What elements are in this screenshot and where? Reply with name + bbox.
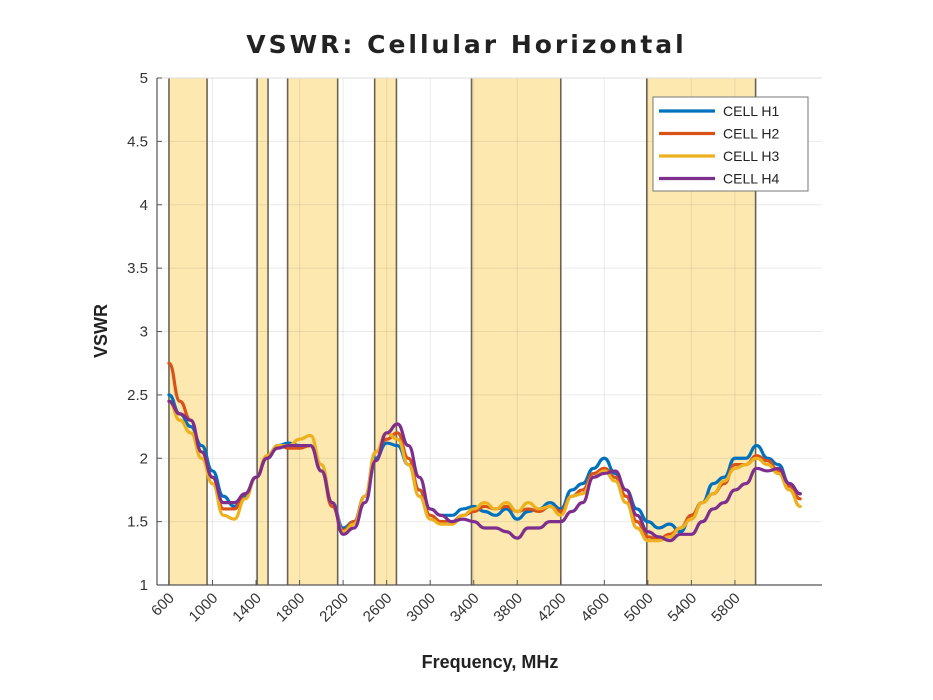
x-tick-label: 600: [148, 590, 178, 620]
x-tick-label: 5000: [621, 590, 657, 626]
legend-label: CELL H3: [723, 148, 780, 164]
legend-label: CELL H4: [723, 171, 780, 187]
highlight-band: [374, 78, 397, 585]
x-tick-label: 3400: [447, 590, 483, 626]
y-tick-label: 4: [140, 197, 148, 214]
highlight-band: [471, 78, 561, 585]
series-line-cell-h3: [167, 399, 802, 543]
x-tick-label: 4600: [578, 590, 614, 626]
y-axis-label: VSWR: [91, 304, 111, 358]
x-tick-label: 3000: [403, 590, 439, 626]
y-tick-label: 3: [140, 324, 148, 341]
x-tick-label: 2200: [316, 590, 352, 626]
y-tick-label: 1.5: [127, 514, 148, 531]
y-tick-label: 5: [140, 70, 148, 87]
series-line-cell-h4: [167, 399, 802, 543]
x-tick-label: 1400: [229, 590, 265, 626]
x-tick-label: 5400: [665, 590, 701, 626]
chart-title: VSWR: Cellular Horizontal: [246, 30, 687, 59]
y-tick-label: 4.5: [127, 133, 148, 150]
x-tick-label: 2600: [360, 590, 396, 626]
y-tick-labels: 1 1.5 2 2.5 3 3.5 4 4.5 5: [127, 70, 148, 594]
legend: CELL H1 CELL H2 CELL H3 CELL H4: [652, 96, 809, 192]
x-tick-label: 1000: [186, 590, 222, 626]
y-tick-label: 2.5: [127, 387, 148, 404]
y-tick-label: 3.5: [127, 260, 148, 277]
highlight-band: [257, 78, 269, 585]
legend-box: [652, 96, 809, 192]
series-lines: [167, 361, 802, 543]
legend-label: CELL H1: [723, 103, 780, 119]
x-tick-label: 1800: [273, 590, 309, 626]
x-tick-label: 5800: [708, 590, 744, 626]
x-tick-label: 4200: [534, 590, 570, 626]
axes: [156, 77, 822, 586]
highlight-band: [168, 78, 208, 585]
x-tick-label: 3800: [490, 590, 526, 626]
y-tick-label: 1: [140, 577, 148, 594]
legend-label: CELL H2: [723, 126, 780, 142]
grid-lines: [157, 77, 822, 586]
y-tick-label: 2: [140, 450, 148, 467]
x-tick-labels: 600 1000 1400 1800 2200 2600 3000 3400 3800 4200 4…: [148, 590, 744, 626]
x-axis-label: Frequency, MHz: [422, 652, 559, 672]
